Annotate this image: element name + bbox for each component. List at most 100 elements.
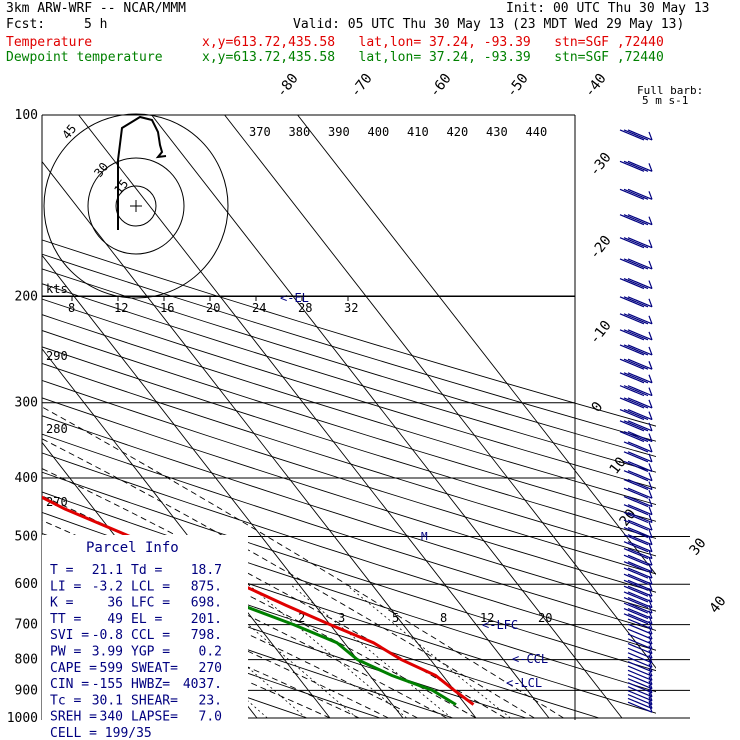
wind-barb-staff (648, 260, 653, 270)
parcel-info-label: SWEAT= (131, 661, 178, 676)
pressure-label: 400 (15, 471, 38, 486)
hodograph-scale-label: 24 (252, 301, 266, 315)
isotherm-line (151, 115, 623, 719)
wind-barb (619, 344, 653, 356)
wind-barb-staff (648, 654, 653, 664)
wind-barb-flag (627, 665, 653, 677)
wind-barb-staff (648, 640, 653, 650)
wind-barb-flag (623, 372, 649, 384)
wind-barb-staff (648, 191, 653, 200)
mixing-ratio-label: 5 (392, 611, 399, 625)
dry-adiabat-line (42, 253, 656, 442)
wind-barb-flag (623, 561, 649, 573)
hodograph-scale-label: 8 (68, 301, 75, 315)
wind-barb-flag (627, 214, 653, 226)
wind-barb (619, 372, 653, 384)
wind-barb-flag (627, 188, 653, 200)
wind-barb-flag (627, 567, 653, 579)
forecast-label: Fcst: (6, 17, 46, 32)
wind-barb (627, 694, 653, 706)
hodograph-ring-label: 45 (59, 122, 79, 142)
wind-barb-staff (648, 667, 653, 677)
wind-barb-staff (648, 680, 653, 689)
parcel-info-value: -155 (92, 677, 123, 692)
parcel-info-cell: CELL = 199/35 (50, 726, 152, 740)
wind-barb (627, 633, 653, 645)
wind-barb-flag (623, 409, 649, 421)
dry-adiabat-line (42, 599, 381, 719)
wind-barb-staff (648, 536, 653, 545)
parcel-info-value: 36 (107, 596, 123, 611)
parcel-info-value: -0.8 (92, 628, 123, 643)
wind-barb-flag (623, 258, 649, 270)
wind-barb (627, 652, 653, 664)
wind-barb-flag (623, 567, 649, 579)
wind-barb (627, 618, 653, 630)
wind-barb (627, 697, 653, 709)
isotherm-label: -40 (582, 71, 610, 101)
hodograph-scale-label: 32 (344, 301, 358, 315)
wind-barb-flag (627, 585, 653, 597)
wind-barb-flag (627, 669, 653, 681)
wind-barb (623, 597, 653, 609)
wind-barb-flag (623, 237, 649, 249)
parcel-info-value: 23. (199, 693, 222, 708)
wind-barb (619, 160, 653, 172)
hodograph-ring (87, 157, 185, 255)
wind-barb-flag (623, 541, 649, 553)
wind-barb-flag (627, 643, 653, 655)
wind-barb-staff (648, 529, 653, 538)
wind-barb-flag (623, 344, 649, 356)
wind-barb (623, 607, 653, 620)
theta-label: 430 (486, 125, 508, 139)
wind-barb-staff (648, 422, 653, 432)
wind-barb-staff (648, 587, 653, 597)
wind-barb-staff (648, 625, 653, 635)
wind-barb-staff (648, 676, 653, 685)
theta-left-label: 290 (46, 349, 68, 363)
wind-barb-staff (648, 582, 653, 591)
isotherm-line (78, 115, 550, 719)
wind-barb (627, 669, 653, 681)
isotherm-label: -50 (504, 71, 532, 101)
wind-barb-staff (648, 521, 653, 531)
wind-barb-staff (648, 610, 653, 619)
parcel-info-label: LCL = (131, 579, 170, 594)
wind-barb-flag (619, 372, 645, 384)
dry-adiabat-line (42, 471, 656, 672)
wind-barb-staff (648, 599, 653, 608)
wind-barb-flag (623, 554, 649, 566)
wind-barb-flag (627, 420, 653, 432)
wind-barb (623, 451, 653, 463)
hodograph-ring-label: 30 (91, 160, 111, 180)
wind-barb-flag (623, 534, 649, 546)
wind-barb-flag (619, 160, 645, 172)
wind-barb-flag (627, 673, 653, 686)
wind-barb (627, 682, 653, 694)
wind-barb-staff (648, 472, 653, 481)
wind-barb (619, 329, 653, 341)
lcl-marker: <-LCL (506, 676, 542, 690)
parcel-info-label: LFC = (131, 596, 170, 611)
wind-barb (619, 313, 653, 325)
wind-barb-staff (648, 635, 653, 645)
parcel-info-value: 270 (199, 661, 222, 676)
wind-barb-flag (623, 358, 649, 370)
wind-barb-flag (627, 597, 653, 609)
wind-barb (623, 479, 653, 491)
wind-barb-flag (627, 258, 653, 270)
wind-barb-staff (648, 361, 653, 370)
wind-barb-flag (627, 358, 653, 370)
wind-barb-staff (648, 684, 653, 693)
parcel-info-value: 875. (191, 579, 222, 594)
wind-barb-staff (648, 216, 653, 225)
wind-barb-flag (623, 504, 649, 516)
wind-barb-flag (623, 160, 649, 172)
wind-barb-staff (648, 498, 653, 507)
moist-adiabat-line (42, 579, 360, 719)
wind-barb-staff (648, 399, 653, 409)
wind-barb-flag (623, 431, 649, 443)
pressure-label: 100 (15, 108, 38, 123)
theta-left-label: 280 (46, 422, 68, 436)
barb-legend-line1: Full barb: (637, 84, 703, 97)
